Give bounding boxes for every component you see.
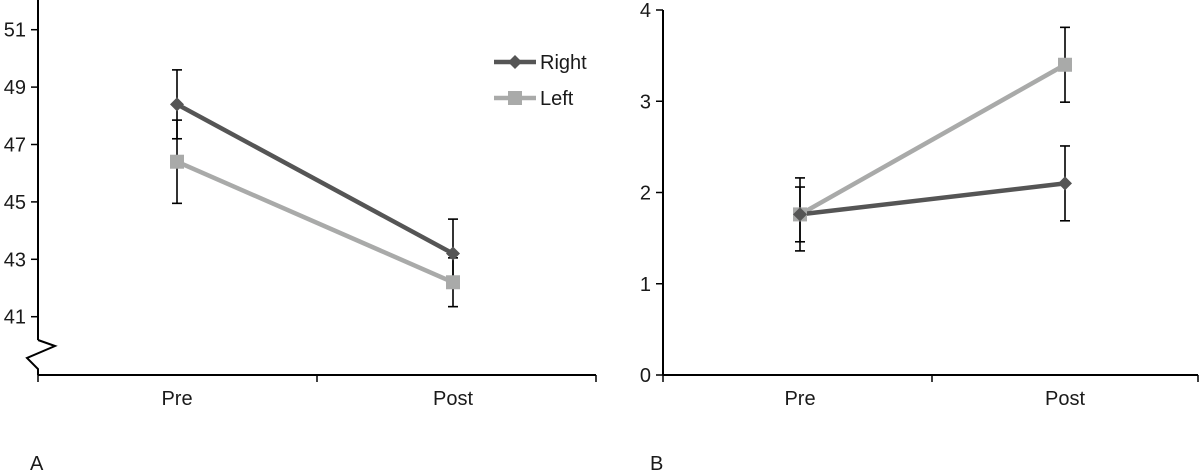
panel-label: B	[650, 453, 663, 473]
data-point-left	[170, 154, 184, 169]
y-tick-label: 41	[4, 307, 26, 329]
series-line-right	[175, 102, 455, 256]
series-line-left	[798, 62, 1067, 217]
y-axis-break	[25, 339, 58, 375]
data-point-right	[170, 97, 184, 112]
series-line-right	[799, 181, 1066, 217]
y-tick-label: 0	[640, 365, 651, 387]
data-point-left	[1058, 57, 1072, 72]
y-tick-label: 4	[640, 0, 651, 22]
series-line-left	[176, 159, 454, 285]
y-tick-label: 51	[4, 20, 26, 42]
x-tick-label: Pre	[784, 388, 815, 410]
panel-b: 0 1 2 3 4 Pre Post B	[640, 0, 1199, 473]
data-point-right	[793, 207, 807, 222]
panel-a: 41 43 45 47 49 51 Pre Post Right Left A	[4, 0, 597, 473]
y-tick-label: 43	[4, 249, 26, 271]
legend-label: Left	[540, 88, 574, 110]
legend-marker	[508, 91, 522, 105]
panel-label: A	[30, 453, 44, 473]
y-tick-label: 45	[4, 192, 26, 214]
y-tick-label: 47	[4, 135, 26, 157]
x-tick-label: Pre	[161, 388, 192, 410]
y-tick-label: 2	[640, 183, 651, 205]
data-point-right	[446, 246, 460, 261]
legend-marker	[508, 55, 522, 69]
data-point-left	[446, 275, 460, 290]
x-tick-label: Post	[1045, 388, 1085, 410]
x-tick-label: Post	[433, 388, 473, 410]
legend-label: Right	[540, 52, 587, 74]
y-tick-label: 49	[4, 77, 26, 99]
data-point-right	[1058, 176, 1072, 191]
y-tick-label: 1	[640, 274, 651, 296]
y-tick-label: 3	[640, 91, 651, 113]
